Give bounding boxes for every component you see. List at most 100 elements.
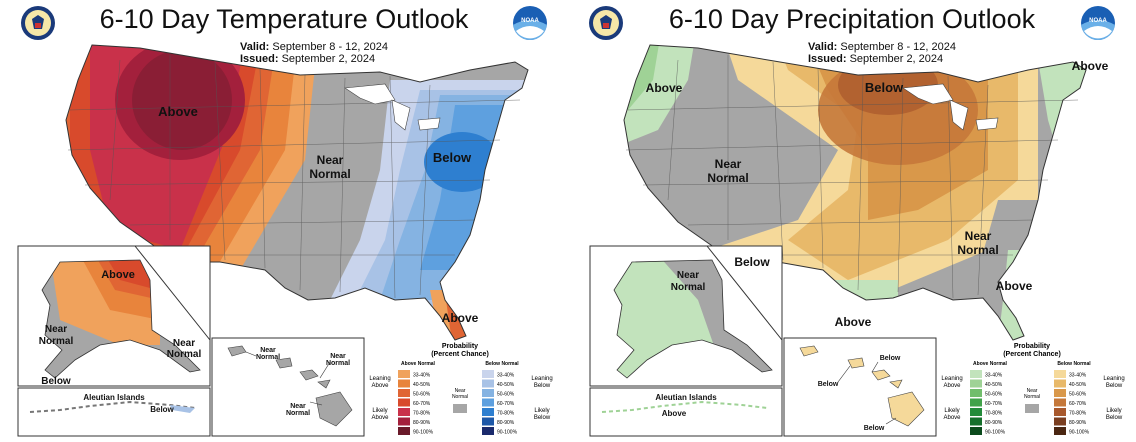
label-above-fl: Above: [442, 311, 479, 325]
precipitation-legend: Probability (Percent Chance) Above Norma…: [941, 343, 1124, 436]
label-above-ne: Above: [1072, 59, 1109, 73]
legend-above-range: 60-70%: [985, 401, 1003, 407]
legend-leaning-above-2: Above: [943, 383, 961, 389]
aleutian-inset: [589, 387, 783, 437]
legend-above-swatch: [398, 370, 410, 378]
legend-near-2: Normal: [452, 394, 468, 400]
legend-near-2: Normal: [1024, 394, 1040, 400]
legend-below-swatch: [482, 379, 494, 388]
legend-likely-above-2: Above: [943, 415, 961, 421]
legend-below-range: 60-70%: [497, 401, 515, 407]
issued-label: Issued:: [808, 53, 847, 65]
legend-leaning-above-2: Above: [371, 383, 389, 389]
legend-below-range: 70-80%: [497, 411, 515, 417]
hi-near-c2: Normal: [286, 410, 310, 417]
legend-above-range: 60-70%: [413, 401, 431, 407]
hi-near-b1: Near: [330, 353, 346, 360]
ak-label-near2-2: Normal: [167, 349, 202, 360]
label-near-normal-2: Normal: [707, 171, 748, 185]
valid-label: Valid:: [808, 41, 838, 53]
legend-above-swatch: [970, 389, 982, 397]
label-near-normal-2: Normal: [309, 167, 350, 181]
legend-leaning-below-2: Below: [1106, 383, 1123, 389]
legend-above-swatch: [970, 398, 982, 407]
legend-below-swatch: [1054, 427, 1066, 435]
precipitation-title: 6-10 Day Precipitation Outlook: [668, 4, 1036, 34]
legend-below-swatch: [1054, 389, 1066, 397]
ak-label-near-2: Normal: [671, 282, 706, 293]
temperature-outlook-panel: Above Near Normal Below Above Above Near…: [17, 4, 553, 437]
legend-below-swatch: [482, 417, 494, 426]
legend-leaning-above-1: Leaning: [369, 376, 390, 382]
legend-above-swatch: [970, 370, 982, 378]
legend-below-range: 80-90%: [497, 420, 515, 426]
legend-above-swatch: [970, 379, 982, 388]
legend-likely-below-1: Likely: [534, 408, 549, 414]
label-near-se-2: Normal: [957, 243, 998, 257]
temperature-map: Above Near Normal Below Above Above Near…: [17, 44, 553, 437]
label-near-normal-1: Near: [317, 153, 344, 167]
aleutian-title: Aleutian Islands: [655, 393, 717, 402]
hi-below-b: Below: [818, 381, 839, 388]
label-near-se-1: Near: [965, 229, 992, 243]
label-below-ne: Below: [433, 150, 472, 165]
legend-below-range: 60-70%: [1069, 401, 1087, 407]
legend-above-range: 40-50%: [413, 382, 431, 388]
valid-value: September 8 - 12, 2024: [840, 41, 956, 53]
issued-label: Issued:: [240, 53, 279, 65]
noaa-logo-icon: NOAA: [513, 6, 547, 40]
legend-below-swatch: [1054, 370, 1066, 378]
ak-label-near-1: Near: [677, 270, 699, 281]
hi-near-a2: Normal: [256, 354, 280, 361]
hi-near-a1: Near: [260, 347, 276, 354]
legend-below-swatch: [1054, 379, 1066, 388]
legend-above-range: 90-100%: [985, 430, 1006, 436]
legend-leaning-below-2: Below: [534, 383, 551, 389]
temperature-valid: Valid: September 8 - 12, 2024: [240, 41, 388, 53]
legend-below-range: 50-60%: [1069, 392, 1087, 398]
legend-above-swatch: [398, 417, 410, 426]
issued-value: September 2, 2024: [849, 53, 944, 65]
legend-above-range: 40-50%: [985, 382, 1003, 388]
legend-below-swatch: [482, 398, 494, 407]
precipitation-outlook-panel: Above Near Normal Below Above Below Near…: [568, 0, 1136, 442]
label-above-se: Above: [996, 279, 1033, 293]
legend-near-1: Near: [1027, 388, 1038, 394]
aleutian-inset: [17, 387, 211, 437]
svg-text:NOAA: NOAA: [1089, 18, 1107, 24]
label-above-nw: Above: [646, 81, 683, 95]
svg-text:NOAA: NOAA: [521, 18, 539, 24]
aleutian-above: Above: [662, 409, 687, 418]
legend-above-normal: Above Normal: [973, 361, 1008, 367]
legend-above-swatch: [398, 408, 410, 416]
legend-likely-below-2: Below: [534, 415, 551, 421]
ak-label-below: Below: [41, 376, 71, 387]
legend-below-normal: Below Normal: [485, 361, 519, 367]
legend-below-range: 70-80%: [1069, 411, 1087, 417]
legend-below-range: 50-60%: [497, 392, 515, 398]
legend-below-swatch: [1054, 408, 1066, 416]
label-near-normal-1: Near: [715, 157, 742, 171]
legend-likely-above-1: Likely: [372, 408, 387, 414]
legend-below-range: 90-100%: [497, 430, 518, 436]
legend-title-1: Probability: [442, 343, 478, 350]
legend-below-range: 40-50%: [497, 382, 515, 388]
label-above-tx: Above: [835, 315, 872, 329]
legend-title-1: Probability: [1014, 343, 1050, 350]
valid-value: September 8 - 12, 2024: [272, 41, 388, 53]
legend-above-range: 70-80%: [985, 411, 1003, 417]
commerce-seal-icon: [589, 6, 623, 40]
legend-above-range: 33-40%: [985, 373, 1003, 379]
aleutian-title: Aleutian Islands: [83, 393, 145, 402]
legend-below-range: 80-90%: [1069, 420, 1087, 426]
temperature-legend: Probability (Percent Chance) Above Norma…: [369, 343, 552, 436]
legend-above-range: 70-80%: [413, 411, 431, 417]
ak-label-above: Above: [101, 269, 135, 281]
noaa-logo-icon: NOAA: [1081, 6, 1115, 40]
legend-likely-below-2: Below: [1106, 415, 1123, 421]
legend-title-2: (Percent Chance): [431, 351, 489, 358]
ak-label-near-1: Near: [45, 324, 67, 335]
precipitation-issued: Issued: September 2, 2024: [808, 53, 943, 65]
legend-likely-above-2: Above: [371, 415, 389, 421]
temperature-title: 6-10 Day Temperature Outlook: [99, 4, 469, 34]
